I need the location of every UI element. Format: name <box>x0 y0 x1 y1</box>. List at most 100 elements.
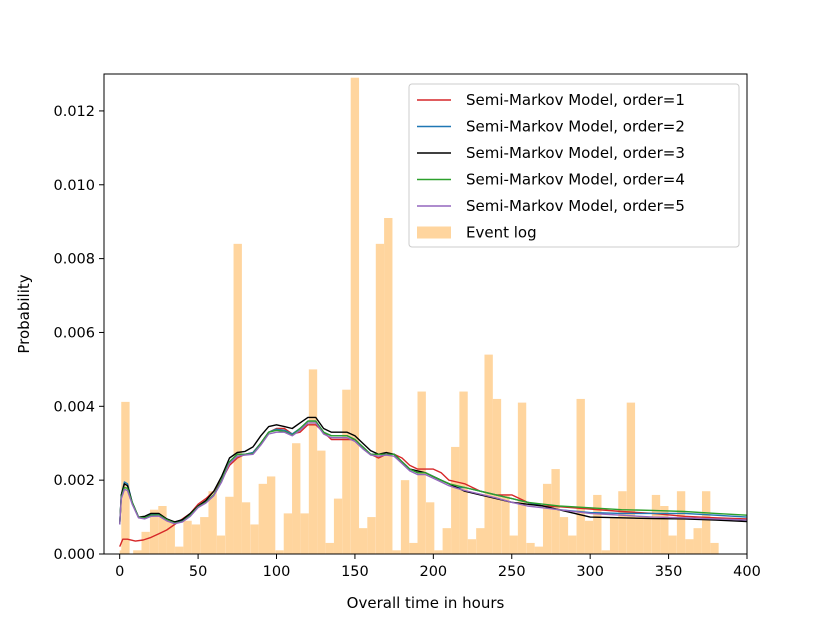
histogram-bar-57 <box>593 494 602 554</box>
histogram-bar-37 <box>425 502 435 554</box>
y-axis-ticks: 0.000 0.002 0.004 0.006 0.008 0.010 0.012 <box>53 104 104 563</box>
y-axis-title: Probability <box>15 274 33 353</box>
histogram-bar-39 <box>442 528 451 554</box>
histogram-bar-46 <box>501 494 510 554</box>
histogram-bar-22 <box>300 513 309 554</box>
histogram-bar-34 <box>400 480 410 554</box>
y-tick-label-4: 0.008 <box>53 252 95 268</box>
series-line-order-4 <box>119 420 748 525</box>
histogram-bar-16 <box>250 524 259 554</box>
histogram-bar-69 <box>693 528 702 554</box>
histogram-bar-15 <box>241 502 251 554</box>
x-tick-label-4: 200 <box>419 564 447 580</box>
histogram-bar-54 <box>568 535 577 554</box>
histogram-bar-60 <box>618 491 627 554</box>
histogram-bar-14 <box>233 243 242 554</box>
x-tick-label-3: 150 <box>341 564 369 580</box>
histogram-bar-62 <box>635 517 644 554</box>
legend-label-1: Semi-Markov Model, order=1 <box>466 91 685 109</box>
x-axis-ticks: 0 50 100 150 200 250 300 350 400 <box>115 554 761 580</box>
legend-swatch-event-log <box>417 226 451 239</box>
histogram-bar-45 <box>492 398 502 554</box>
legend-label-event-log: Event log <box>466 224 537 242</box>
histogram-bar-11 <box>208 491 217 554</box>
histogram-bar-17 <box>258 483 267 554</box>
histogram-bar-13 <box>225 496 234 554</box>
y-tick-label-6: 0.012 <box>53 104 95 120</box>
histogram-bars <box>119 77 719 554</box>
series-lines <box>119 416 748 547</box>
histogram-bar-5 <box>158 506 167 554</box>
histogram-bar-7 <box>175 546 184 554</box>
histogram-bar-58 <box>601 550 610 554</box>
x-tick-label-7: 350 <box>655 564 683 580</box>
histogram-bar-53 <box>559 517 569 554</box>
histogram-bar-3 <box>141 531 150 554</box>
x-tick-label-2: 100 <box>263 564 291 580</box>
histogram-bar-71 <box>710 542 719 554</box>
legend: Semi-Markov Model, order=1 Semi-Markov Mo… <box>408 83 740 248</box>
histogram-bar-1 <box>121 401 130 554</box>
histogram-bar-55 <box>576 398 585 554</box>
histogram-bar-49 <box>526 542 535 554</box>
histogram-bar-35 <box>409 542 418 554</box>
histogram-bar-38 <box>434 550 443 554</box>
x-tick-label-8: 400 <box>733 564 761 580</box>
histogram-bar-32 <box>384 218 393 554</box>
histogram-bar-43 <box>476 528 485 554</box>
series-line-order-5 <box>119 422 748 525</box>
histogram-bar-41 <box>459 391 468 554</box>
histogram-bar-68 <box>685 539 694 554</box>
histogram-bar-20 <box>283 513 293 554</box>
histogram-bar-56 <box>584 520 594 554</box>
plot-area-frame <box>103 73 748 555</box>
histogram-bar-63 <box>643 517 652 554</box>
histogram-bar-23 <box>308 369 318 554</box>
histogram-bar-4 <box>149 509 159 554</box>
histogram-bar-18 <box>266 476 276 554</box>
histogram-bar-2 <box>133 550 142 554</box>
histogram-bar-27 <box>342 389 351 554</box>
histogram-bar-42 <box>467 539 477 554</box>
histogram-bar-29 <box>359 528 368 554</box>
histogram-bar-67 <box>676 491 686 554</box>
histogram-bar-50 <box>534 546 544 554</box>
y-tick-label-2: 0.004 <box>53 399 95 415</box>
histogram-bar-61 <box>626 402 636 554</box>
histogram-bar-47 <box>509 535 518 554</box>
legend-label-4: Semi-Markov Model, order=4 <box>466 171 685 189</box>
histogram-bar-30 <box>367 517 376 554</box>
histogram-bar-52 <box>551 469 560 554</box>
histogram-bar-65 <box>660 506 669 554</box>
histogram-bar-6 <box>166 520 175 554</box>
histogram-bar-10 <box>200 517 209 554</box>
x-tick-label-0: 0 <box>115 564 124 580</box>
legend-label-2: Semi-Markov Model, order=2 <box>466 118 685 136</box>
histogram-bar-48 <box>517 402 527 554</box>
histogram-bar-8 <box>183 520 192 554</box>
histogram-bar-21 <box>292 443 301 554</box>
histogram-bar-28 <box>350 77 360 554</box>
histogram-bar-19 <box>275 550 284 554</box>
histogram-bar-44 <box>484 354 493 554</box>
y-tick-label-1: 0.002 <box>53 473 95 489</box>
histogram-bar-9 <box>191 524 201 554</box>
histogram-bar-12 <box>216 535 226 554</box>
histogram-bar-40 <box>451 446 460 554</box>
legend-box <box>408 83 740 248</box>
x-tick-label-5: 250 <box>498 564 526 580</box>
y-tick-label-5: 0.010 <box>53 178 95 194</box>
x-tick-label-1: 50 <box>189 564 207 580</box>
x-axis-title: Overall time in hours <box>347 594 505 612</box>
y-tick-label-0: 0.000 <box>53 547 95 563</box>
histogram-bar-70 <box>701 491 711 554</box>
histogram-bar-31 <box>375 243 385 554</box>
histogram-bar-66 <box>668 535 677 554</box>
histogram-bar-25 <box>325 542 334 554</box>
histogram-bar-33 <box>392 550 401 554</box>
histogram-bar-24 <box>317 450 326 554</box>
x-tick-label-6: 300 <box>576 564 604 580</box>
histogram-bar-51 <box>542 483 552 554</box>
legend-label-5: Semi-Markov Model, order=5 <box>466 197 685 215</box>
